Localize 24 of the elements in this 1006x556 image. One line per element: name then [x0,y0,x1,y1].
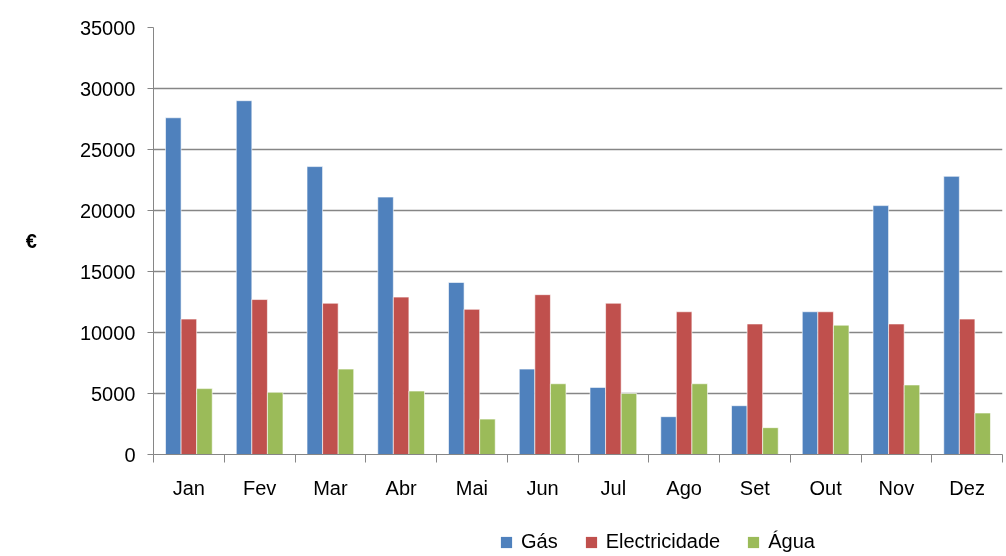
x-tick-label: Mai [455,476,488,499]
x-tick-label: Ago [666,476,702,499]
x-tick-label: Mar [313,476,348,499]
x-tick-label: Set [739,476,771,499]
y-tick-label: 30000 [79,77,136,100]
y-tick-label: 25000 [79,138,136,161]
y-tick-label: 15000 [79,260,136,283]
y-tick-label: 20000 [79,199,136,222]
legend-label: Água [768,530,815,553]
x-tick-label: Fev [242,476,277,499]
legend-label: Electricidade [605,530,721,553]
x-tick-label: Abr [385,476,418,499]
x-tick-label: Jun [526,476,559,499]
legend-label: Gás [521,530,558,553]
x-tick-label: Nov [878,476,915,499]
y-axis-title: € [25,230,37,252]
x-tick-label: Out [809,476,843,499]
y-tick-label: 0 [124,443,136,466]
y-tick-label: 10000 [79,321,136,344]
x-tick-label: Dez [949,476,985,499]
x-tick-label: Jan [172,476,205,499]
y-tick-label: 35000 [79,16,136,39]
y-tick-label: 5000 [91,382,136,405]
x-tick-label: Jul [600,476,627,499]
